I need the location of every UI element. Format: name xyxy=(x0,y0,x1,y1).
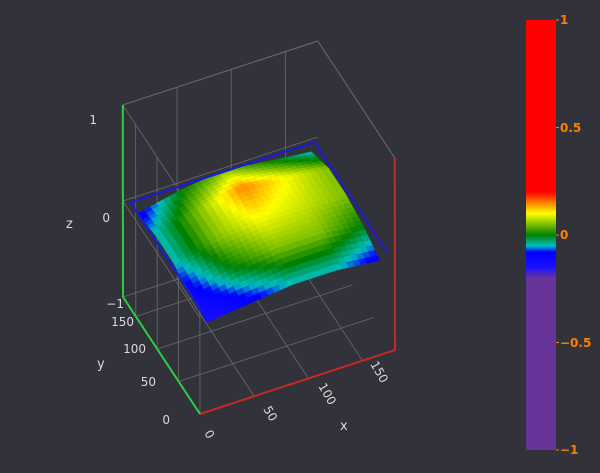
zero-plane xyxy=(129,141,389,314)
x-tick-label: 50 xyxy=(260,404,280,424)
z-tick-label: 0 xyxy=(102,211,110,225)
x-tick-label: 150 xyxy=(367,359,391,386)
x-axis-title: x xyxy=(340,419,348,434)
x-axis-line xyxy=(199,349,396,415)
scene-box xyxy=(122,40,396,159)
z-tick-label: −1 xyxy=(106,297,124,311)
back-wall-grid-line xyxy=(122,136,319,202)
colorbar: 1 0.5 0 −0.5 −1 xyxy=(526,13,591,457)
colorbar-tick-label: 1 xyxy=(560,13,568,27)
y-axis-title: y xyxy=(97,357,105,372)
z-tick-labels: −1 0 1 xyxy=(89,113,124,311)
x-tick-label: 100 xyxy=(315,381,339,408)
y-tick-label: 100 xyxy=(123,342,146,356)
x-tick-labels: 0 50 100 150 xyxy=(201,359,391,442)
side-wall-grid-line xyxy=(122,200,201,319)
colorbar-tick-label: −0.5 xyxy=(560,336,591,350)
x-tick-label: 0 xyxy=(201,428,217,442)
colorbar-tick-label: 0.5 xyxy=(560,121,581,135)
surface-cell xyxy=(370,255,381,263)
axis-lines xyxy=(121,104,396,415)
zero-plane-edge xyxy=(313,141,389,254)
colorbar-ticks xyxy=(556,19,559,451)
box-edge xyxy=(122,40,318,106)
colorbar-tick-label: −1 xyxy=(560,443,578,457)
zero-plane-edge xyxy=(130,141,315,204)
colorbar-gradient xyxy=(526,20,556,450)
zero-plane-edge xyxy=(129,201,205,314)
y-tick-labels: 0 50 100 150 xyxy=(111,315,170,427)
y-tick-label: 150 xyxy=(111,315,134,329)
surface-mesh xyxy=(137,151,381,323)
y-axis-line xyxy=(122,296,201,415)
box-edge xyxy=(317,40,396,159)
z-axis-title: z xyxy=(66,217,73,232)
z-tick-label: 1 xyxy=(89,113,97,127)
y-tick-label: 50 xyxy=(141,375,156,389)
y-tick-label: 0 xyxy=(162,413,170,427)
colorbar-tick-label: 0 xyxy=(560,228,568,242)
floor-grid-line xyxy=(178,317,374,382)
